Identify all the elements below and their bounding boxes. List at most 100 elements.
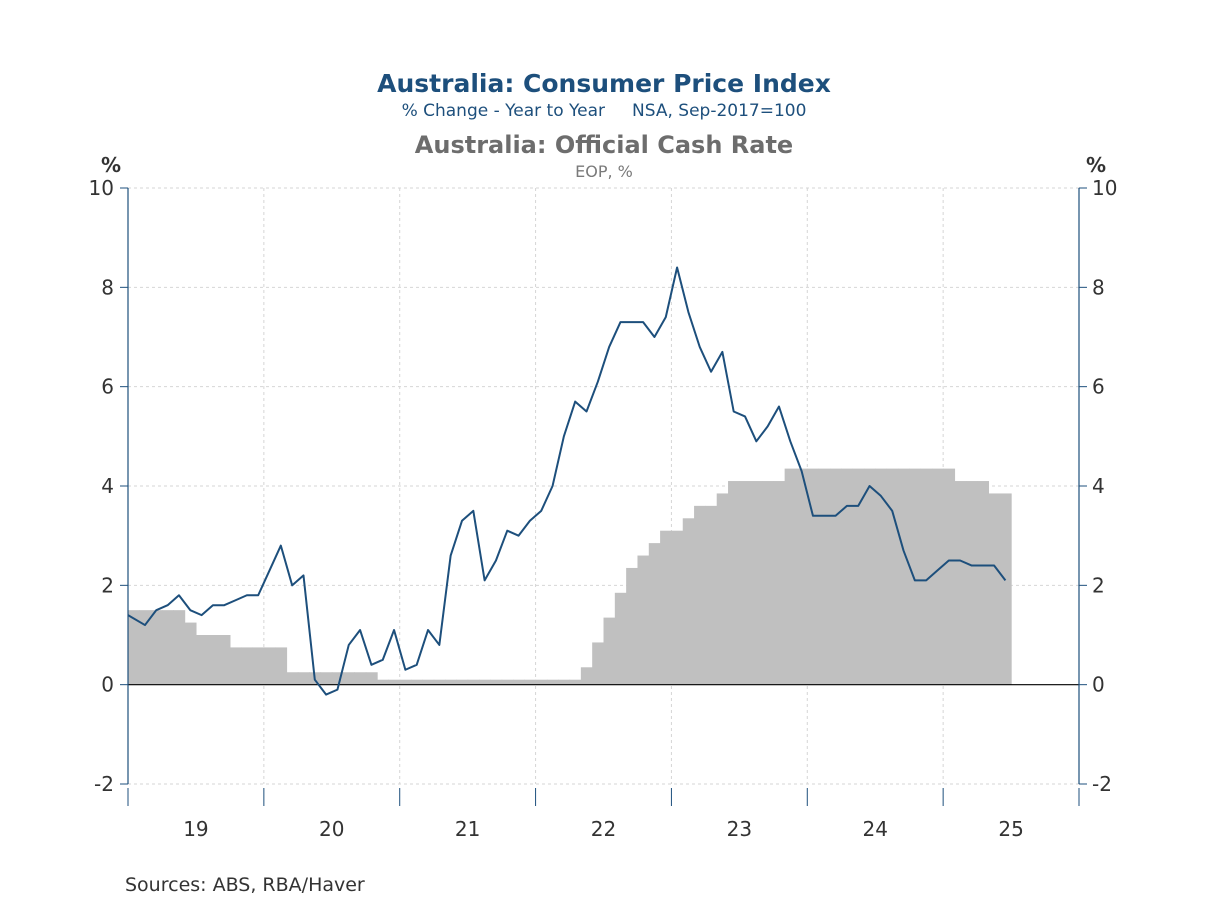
cash-rate-bar [184, 622, 197, 685]
axes [120, 187, 1087, 806]
cash-rate-bar [660, 530, 673, 685]
cash-rate-bar [411, 679, 423, 685]
cash-rate-bar [490, 679, 503, 685]
cash-rate-bar [320, 672, 333, 685]
cash-rate-bar [592, 642, 605, 685]
cash-rate-bar [626, 567, 639, 685]
right-y-tick-label: 2 [1092, 573, 1105, 597]
left-y-tick-label: 8 [101, 275, 114, 299]
left-y-tick-label: 4 [101, 474, 114, 498]
right-y-tick-label: 8 [1092, 275, 1105, 299]
cash-rate-bar [343, 672, 356, 685]
left-y-tick-label: 2 [101, 573, 114, 597]
cash-rate-bar [422, 679, 435, 685]
cash-rate-bar [297, 672, 310, 685]
chart-title: Australia: Consumer Price Index [377, 69, 831, 98]
cash-rate-bar [943, 468, 956, 685]
x-tick-label: 19 [183, 817, 208, 841]
cash-rate-bar [195, 635, 208, 685]
x-tick-label: 23 [727, 817, 752, 841]
cash-rate-bar [524, 679, 537, 685]
right-y-tick-labels: -2 0 2 4 6 8 10 [1092, 176, 1117, 796]
cash-rate-bar [388, 679, 401, 685]
cash-rate-bar [535, 679, 548, 685]
cash-rate-bar [433, 679, 446, 685]
right-axis-unit: % [1086, 153, 1106, 177]
chart-subtitle: % Change - Year to Year NSA, Sep-2017=10… [402, 101, 807, 121]
cash-rate-bar [275, 647, 288, 685]
left-y-tick-labels: -2 0 2 4 6 8 10 [89, 176, 114, 796]
cash-rate-bar [229, 647, 242, 685]
cash-rate-bar [648, 543, 661, 685]
cash-rate-bar [977, 481, 990, 685]
cash-rate-bar [580, 667, 593, 685]
cash-rate-bar [161, 610, 174, 685]
cash-rate-bar [682, 518, 695, 685]
cash-rate-bar [637, 555, 650, 685]
cash-rate-bar [512, 679, 525, 685]
cash-rate-bar [716, 493, 729, 685]
x-tick-label: 22 [591, 817, 616, 841]
left-axis-unit: % [101, 153, 121, 177]
cash-rate-bar [173, 610, 186, 685]
cash-rate-bar [807, 468, 820, 685]
cash-rate-bar [241, 647, 254, 685]
cpi-line-series [127, 266, 1007, 696]
cash-rate-bar [795, 468, 808, 685]
x-tick-labels: 19 20 21 22 23 24 25 [183, 817, 1024, 841]
cash-rate-bar [773, 481, 786, 685]
cash-rate-bar [445, 679, 457, 685]
cash-rate-bar [829, 468, 842, 685]
cash-rate-bar [569, 679, 582, 685]
cash-rate-bar [784, 468, 797, 685]
cash-rate-bar [546, 679, 559, 685]
right-y-tick-label: -2 [1092, 772, 1112, 796]
cash-rate-bar [694, 505, 706, 685]
cash-rate-bar [886, 468, 899, 685]
cash-rate-bar [954, 481, 967, 685]
x-tick-label: 20 [319, 817, 344, 841]
left-y-tick-label: 10 [89, 176, 114, 200]
cash-rate-bar [852, 468, 865, 685]
cash-rate-bar [965, 481, 978, 685]
cash-rate-bar [739, 481, 752, 685]
cash-rate-bar [705, 505, 718, 685]
cash-rate-bar [558, 679, 571, 685]
left-y-tick-label: 0 [101, 673, 114, 697]
cash-rate-bar [818, 468, 831, 685]
cash-rate-bar [750, 481, 763, 685]
cash-rate-bar [920, 468, 933, 685]
cash-rate-bar [614, 592, 627, 685]
cash-rate-bar [603, 617, 616, 685]
cash-rate-bar [671, 530, 684, 685]
chart-subtitle-secondary: EOP, % [575, 162, 633, 181]
cash-rate-bar [456, 679, 469, 685]
cash-rate-bar [263, 647, 276, 685]
right-y-tick-label: 0 [1092, 673, 1105, 697]
right-y-tick-label: 10 [1092, 176, 1117, 200]
cash-rate-bar [999, 493, 1012, 685]
cash-rate-bar [762, 481, 774, 685]
cash-rate-bar [128, 610, 140, 685]
cash-rate-bar [467, 679, 480, 685]
left-y-tick-label: 6 [101, 375, 114, 399]
cash-rate-bar [863, 468, 876, 685]
cpi-line [127, 266, 1007, 696]
cash-rate-bar [501, 679, 514, 685]
left-y-tick-label: -2 [94, 772, 114, 796]
cash-rate-bar [728, 481, 740, 685]
right-y-tick-label: 6 [1092, 375, 1105, 399]
gridlines [128, 187, 1079, 785]
chart-title-secondary: Australia: Official Cash Rate [415, 131, 793, 159]
cash-rate-bar [897, 468, 910, 685]
cash-rate-bar [377, 679, 389, 685]
cash-rate-bar [909, 468, 922, 685]
cash-rate-area-series [128, 468, 1012, 685]
cash-rate-bar [207, 635, 220, 685]
cash-rate-bar [875, 468, 888, 685]
cash-rate-bar [988, 493, 1001, 685]
source-note: Sources: ABS, RBA/Haver [125, 874, 365, 896]
cash-rate-bar [331, 672, 344, 685]
cash-rate-bar [252, 647, 265, 685]
